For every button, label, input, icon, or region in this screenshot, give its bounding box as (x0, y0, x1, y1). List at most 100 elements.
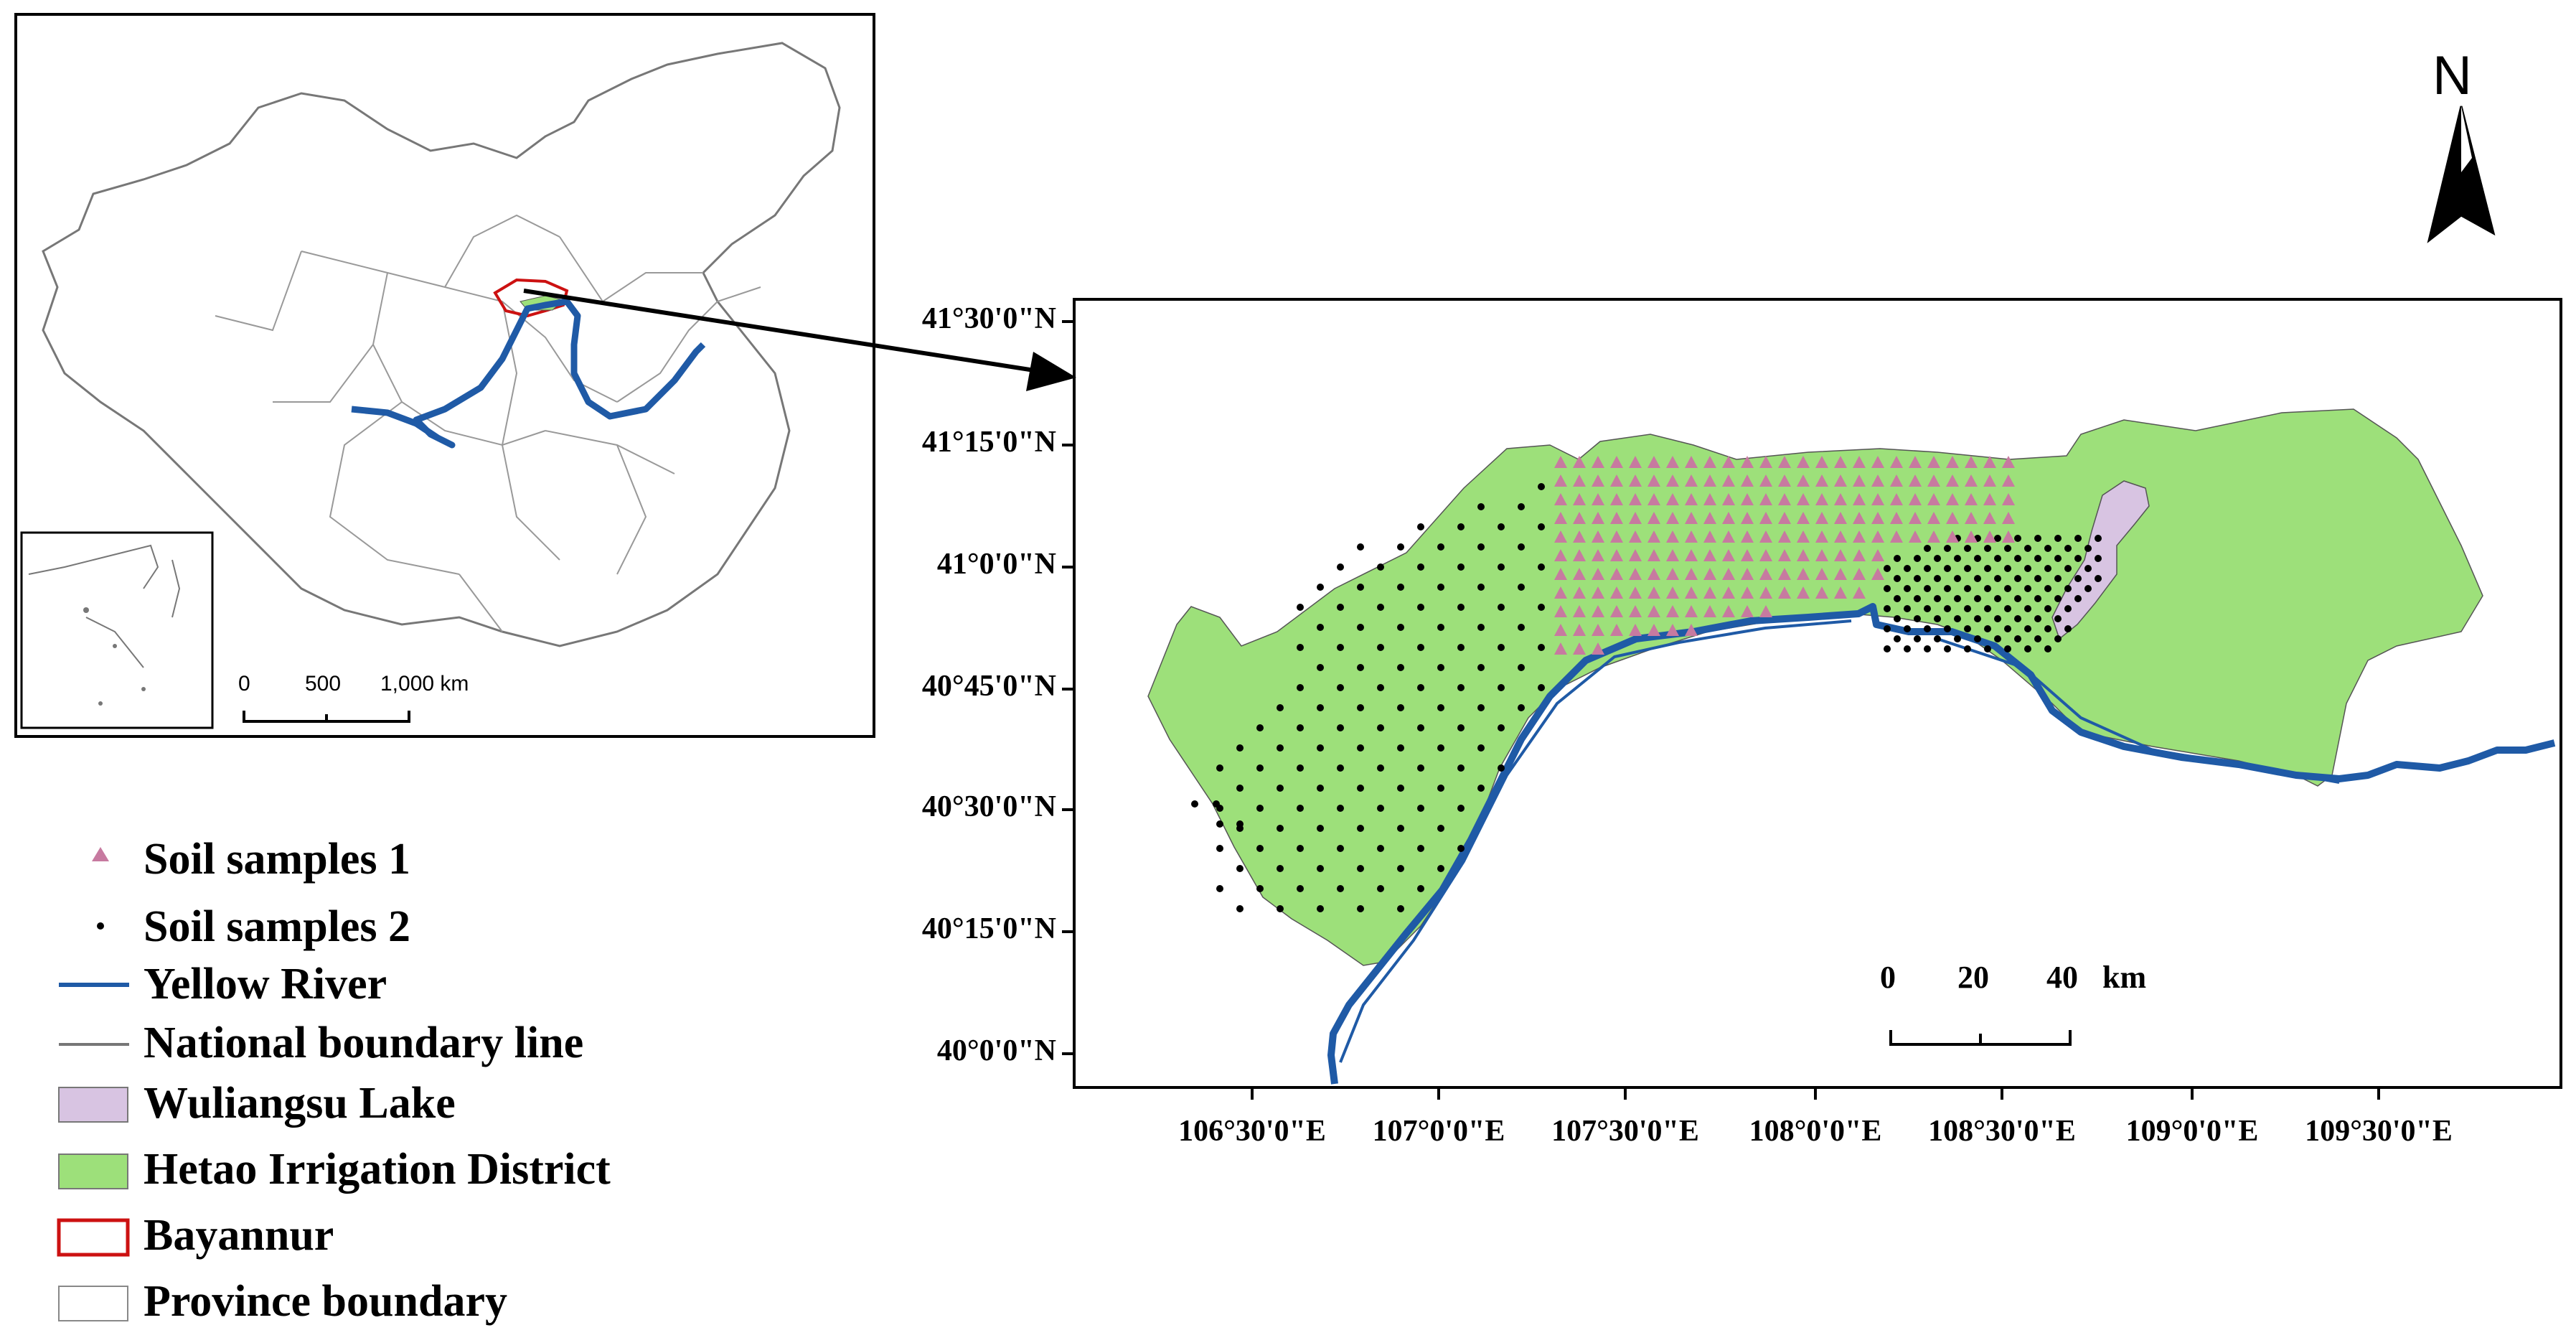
soil-sample-2-point (1994, 635, 2001, 642)
inset-scale-label-0: 0 (238, 672, 250, 696)
soil-sample-2-point (1417, 563, 1424, 571)
legend-lake-swatch (58, 1087, 128, 1123)
soil-sample-1-point (1778, 530, 1791, 543)
soil-sample-2-point (2034, 555, 2041, 562)
soil-sample-1-point (1647, 568, 1660, 580)
soil-sample-2-point (1397, 664, 1404, 671)
soil-sample-1-point (1890, 530, 1903, 543)
soil-sample-1-point (1871, 493, 1884, 505)
soil-sample-1-point (1685, 586, 1698, 599)
soil-sample-2-point (1924, 645, 1931, 652)
legend-item-soil-samples-2: Soil samples 2 (57, 897, 703, 955)
soil-sample-1-point (1610, 605, 1623, 617)
soil-sample-2-point (1914, 615, 1921, 622)
soil-sample-2-point (2095, 575, 2102, 582)
soil-sample-1-point (1685, 474, 1698, 487)
soil-sample-1-point (1554, 568, 1567, 580)
soil-sample-2-point (1498, 563, 1505, 571)
soil-sample-1-point (1909, 493, 1922, 505)
soil-sample-1-point (1722, 493, 1735, 505)
soil-sample-2-point (1457, 724, 1465, 731)
soil-sample-2-point (1437, 624, 1444, 631)
soil-sample-2-point (1894, 615, 1901, 622)
soil-sample-2-point (1191, 800, 1198, 808)
soil-sample-2-point (2095, 535, 2102, 542)
soil-sample-2-point (1964, 605, 1971, 612)
soil-sample-1-point (1610, 530, 1623, 543)
soil-sample-2-point (1477, 584, 1485, 591)
soil-sample-2-point (1337, 764, 1344, 772)
soil-sample-2-point (1417, 805, 1424, 812)
soil-sample-2-point (1518, 624, 1525, 631)
soil-sample-2-point (1377, 604, 1384, 611)
soil-sample-2-point (1964, 585, 1971, 592)
legend-item-province-boundary: Province boundary (57, 1272, 703, 1329)
soil-sample-1-point (1797, 549, 1810, 561)
connector-arrow-head (1026, 352, 1076, 391)
soil-sample-1-point (1834, 549, 1847, 561)
soil-sample-2-point (1954, 555, 1961, 562)
soil-sample-2-point (1498, 724, 1505, 731)
south-china-sea-inset (20, 531, 214, 729)
soil-sample-1-point (1834, 456, 1847, 468)
soil-sample-2-point (1994, 535, 2001, 542)
soil-sample-1-point (1815, 530, 1828, 543)
soil-sample-2-point (2004, 545, 2011, 552)
soil-sample-1-point (1554, 624, 1567, 636)
soil-sample-2-point (1894, 595, 1901, 602)
soil-sample-2-point (1498, 523, 1505, 530)
soil-sample-2-point (2074, 555, 2082, 562)
soil-sample-2-point (2034, 635, 2041, 642)
soil-sample-1-point (1647, 549, 1660, 561)
soil-sample-1-point (1610, 549, 1623, 561)
soil-sample-2-point (2044, 565, 2051, 572)
soil-sample-1-point (1759, 512, 1772, 524)
soil-sample-2-point (1297, 764, 1304, 772)
soil-sample-1-point (1685, 605, 1698, 617)
soil-sample-2-point (1317, 865, 1324, 872)
soil-sample-2-point (2064, 545, 2072, 552)
soil-sample-2-point (1954, 575, 1961, 582)
soil-sample-2-point (1277, 825, 1284, 832)
soil-sample-1-point (1573, 642, 1586, 655)
soil-sample-1-point (1759, 493, 1772, 505)
soil-sample-2-point (2004, 565, 2011, 572)
soil-sample-1-point (1983, 493, 1996, 505)
soil-sample-1-point (1573, 474, 1586, 487)
national-boundary-outline (42, 42, 841, 647)
soil-sample-2-point (2024, 605, 2031, 612)
connector-arrow (523, 289, 1063, 377)
soil-sample-2-point (2084, 585, 2092, 592)
soil-sample-1-point (1629, 512, 1642, 524)
soil-sample-2-point (1894, 575, 1901, 582)
soil-sample-2-point (1317, 825, 1324, 832)
soil-sample-2-point (1357, 624, 1364, 631)
soil-sample-2-point (1934, 555, 1941, 562)
soil-sample-2-point (1417, 684, 1424, 691)
soil-sample-2-point (1538, 644, 1545, 651)
soil-sample-2-point (1974, 575, 1981, 582)
soil-sample-1-point (1759, 530, 1772, 543)
soil-sample-2-point (1954, 615, 1961, 622)
soil-sample-1-point (1573, 605, 1586, 617)
soil-sample-1-point (1834, 512, 1847, 524)
soil-sample-1-point (1927, 456, 1940, 468)
soil-sample-2-point (1477, 785, 1485, 792)
soil-sample-1-point (1666, 493, 1679, 505)
main-scale-label-0: 0 (1880, 960, 1896, 995)
soil-sample-1-point (1592, 493, 1604, 505)
soil-sample-2-point (1437, 664, 1444, 671)
inset-scale-label-500: 500 (305, 672, 342, 696)
soil-sample-1-point (1778, 549, 1791, 561)
soil-sample-2-point (1357, 744, 1364, 752)
soil-sample-1-point (1871, 456, 1884, 468)
soil-sample-2-point (1417, 604, 1424, 611)
lat-label: 40°15'0"N (921, 912, 1056, 945)
soil-sample-2-point (1477, 543, 1485, 551)
soil-sample-2-point (1477, 624, 1485, 631)
legend-item-wuliangsu-lake: Wuliangsu Lake (57, 1074, 703, 1131)
legend-label: Wuliangsu Lake (144, 1079, 456, 1128)
soil-sample-2-point (1984, 585, 1991, 592)
soil-sample-1-point (1666, 512, 1679, 524)
